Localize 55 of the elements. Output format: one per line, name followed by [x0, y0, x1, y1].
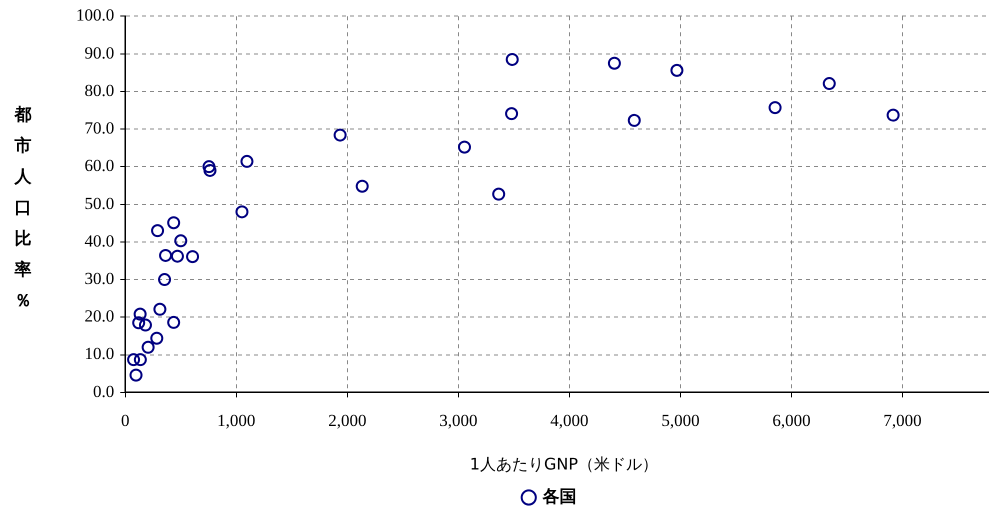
x-tick-label: 6,000	[772, 411, 811, 430]
point	[159, 248, 172, 262]
y-tick-label: 20.0	[84, 306, 114, 326]
point	[132, 316, 146, 330]
point	[506, 52, 519, 66]
point	[167, 316, 180, 329]
point	[130, 368, 143, 382]
point	[151, 224, 164, 238]
y-tick-label: 70.0	[84, 118, 114, 138]
y-tick-label: 100.0	[76, 6, 114, 25]
point	[186, 250, 200, 264]
point	[505, 107, 518, 120]
point	[356, 180, 369, 193]
y-tick-label: 60.0	[84, 156, 114, 176]
x-tick-label: 3,000	[439, 411, 478, 430]
y-tick-label: 30.0	[84, 269, 114, 288]
point	[174, 234, 188, 248]
point	[608, 56, 621, 70]
point	[158, 273, 172, 286]
point	[170, 250, 184, 263]
point	[153, 302, 166, 316]
y-axis-title: 都市人口比率％	[13, 104, 32, 313]
point	[822, 77, 836, 90]
y-tick-label: 0.0	[93, 382, 114, 401]
y-tick-label: 10.0	[84, 344, 114, 364]
x-tick-label: 4,000	[550, 411, 589, 430]
point	[138, 318, 152, 332]
point	[127, 353, 140, 366]
y-tick-label: 40.0	[84, 231, 114, 250]
point	[150, 332, 164, 345]
point	[203, 164, 216, 177]
point	[134, 308, 147, 321]
point	[235, 205, 248, 218]
x-tick-label: 5,000	[661, 411, 700, 430]
point	[768, 101, 782, 114]
y-tick-label: 80.0	[84, 80, 114, 100]
point	[886, 108, 900, 122]
x-tick-label: 0	[121, 411, 130, 430]
x-tick-label: 2,000	[328, 411, 366, 430]
x-tick-label: 1,000	[217, 411, 256, 430]
point	[670, 64, 684, 77]
y-tick-label: 50.0	[84, 194, 114, 213]
point	[240, 154, 254, 168]
point	[628, 114, 641, 127]
point	[167, 216, 180, 230]
x-tick-label: 7,000	[883, 411, 922, 430]
point	[142, 340, 155, 354]
point	[134, 353, 147, 366]
point	[458, 140, 471, 154]
x-axis-title: 1人あたりGNP（米ドル）	[470, 454, 658, 474]
point	[202, 160, 216, 174]
y-tick-label: 90.0	[84, 43, 114, 62]
point	[334, 128, 347, 142]
point	[492, 188, 506, 201]
legend-label: 各国	[541, 486, 576, 507]
